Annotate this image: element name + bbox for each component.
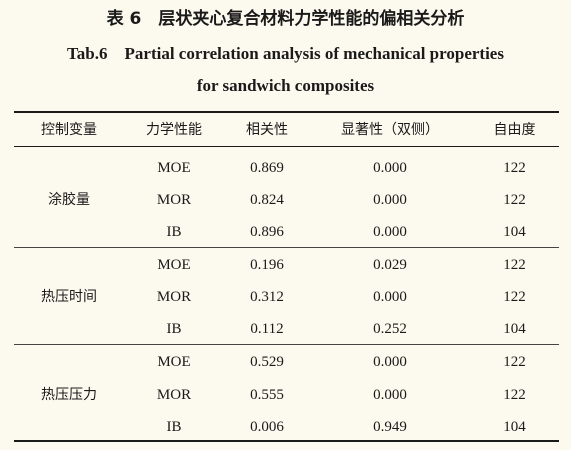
row-property: IB [166, 419, 182, 435]
row-correlation: 0.896 [250, 224, 284, 240]
row-significance: 0.000 [373, 354, 407, 370]
row-property: MOE [157, 354, 191, 370]
row-correlation: 0.312 [250, 289, 284, 305]
row-significance: 0.000 [373, 224, 407, 240]
row-df: 122 [503, 289, 526, 305]
row-correlation: 0.824 [250, 192, 284, 208]
row-property: MOR [156, 192, 192, 208]
row-property: MOR [156, 387, 192, 403]
table-header-rule [14, 146, 559, 147]
row-df: 122 [503, 354, 526, 370]
row-property: MOE [157, 160, 191, 176]
row-significance: 0.000 [373, 192, 407, 208]
row-correlation: 0.196 [250, 257, 284, 273]
group-separator-2 [14, 344, 559, 345]
row-df: 122 [503, 192, 526, 208]
header-mechanical-property: 力学性能 [146, 122, 202, 138]
header-degrees-of-freedom: 自由度 [493, 122, 536, 138]
group-control-variable: 热压压力 [41, 387, 97, 403]
header-correlation: 相关性 [246, 122, 288, 138]
table-bottom-rule [14, 440, 559, 442]
header-significance: 显著性（双侧） [341, 122, 439, 138]
group-control-variable: 涂胶量 [48, 192, 90, 208]
row-correlation: 0.869 [250, 160, 284, 176]
row-correlation: 0.555 [250, 387, 284, 403]
row-property: IB [166, 224, 182, 240]
table-top-rule [14, 111, 559, 113]
row-property: IB [166, 321, 182, 337]
group-separator-1 [14, 247, 559, 248]
table-caption-en-line2: for sandwich composites [196, 76, 375, 95]
row-correlation: 0.112 [250, 321, 284, 337]
row-significance: 0.029 [373, 257, 407, 273]
row-df: 104 [503, 224, 526, 240]
row-df: 104 [503, 321, 526, 337]
table-caption-en-line1: Tab.6 Partial correlation analysis of me… [67, 44, 504, 63]
row-df: 122 [503, 160, 526, 176]
row-df: 104 [503, 419, 526, 435]
table-caption-cn: 表 6 层状夹心复合材料力学性能的偏相关分析 [106, 9, 465, 29]
row-significance: 0.000 [373, 160, 407, 176]
header-control-variable: 控制变量 [41, 122, 97, 138]
group-control-variable: 热压时间 [41, 289, 97, 305]
row-property: MOE [157, 257, 191, 273]
row-correlation: 0.529 [250, 354, 284, 370]
row-correlation: 0.006 [250, 419, 284, 435]
row-df: 122 [503, 257, 526, 273]
row-significance: 0.000 [373, 387, 407, 403]
row-significance: 0.949 [373, 419, 407, 435]
row-df: 122 [503, 387, 526, 403]
row-significance: 0.000 [373, 289, 407, 305]
row-significance: 0.252 [373, 321, 407, 337]
row-property: MOR [156, 289, 192, 305]
